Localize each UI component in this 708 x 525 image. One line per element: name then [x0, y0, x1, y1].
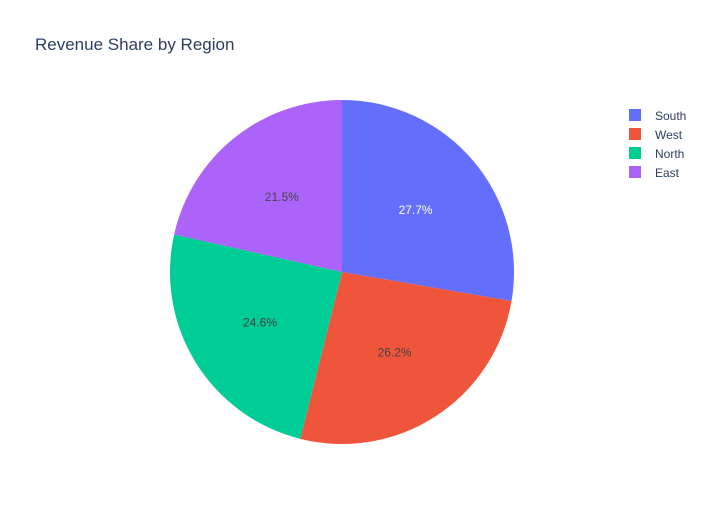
legend-label: South: [655, 109, 686, 123]
pie-slices: [169, 100, 514, 444]
pie-slice-north[interactable]: [169, 234, 342, 439]
legend-item-north[interactable]: North: [629, 147, 684, 161]
slice-label-west: 26.2%: [378, 346, 412, 360]
legend-label: East: [655, 166, 680, 180]
legend-swatch: [629, 128, 641, 140]
legend-item-west[interactable]: West: [629, 128, 683, 142]
pie-slice-west[interactable]: [300, 272, 512, 444]
chart-title: Revenue Share by Region: [35, 35, 234, 54]
slice-label-east: 21.5%: [265, 190, 299, 204]
slice-label-south: 27.7%: [399, 203, 433, 217]
legend: South West North East: [629, 109, 686, 180]
pie-slice-east[interactable]: [174, 100, 342, 272]
slice-labels: 27.7% 26.2% 24.6% 21.5%: [243, 190, 433, 360]
legend-swatch: [629, 166, 641, 178]
legend-item-east[interactable]: East: [629, 166, 680, 180]
legend-swatch: [629, 147, 641, 159]
pie-slice-south[interactable]: [342, 100, 514, 302]
legend-label: North: [655, 147, 684, 161]
slice-label-north: 24.6%: [243, 316, 277, 330]
legend-item-south[interactable]: South: [629, 109, 686, 123]
legend-swatch: [629, 109, 641, 121]
legend-label: West: [655, 128, 683, 142]
